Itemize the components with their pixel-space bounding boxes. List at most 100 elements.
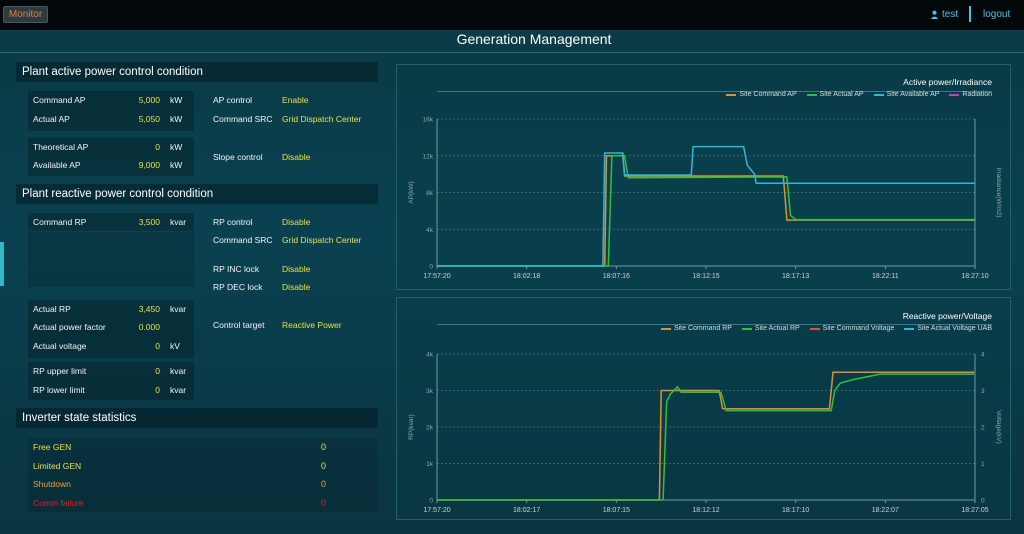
- series-line: [437, 373, 975, 501]
- y2-axis-label: Voltage(kV): [995, 410, 1002, 444]
- y-tick-label: 4k: [426, 352, 434, 359]
- y-tick-label: 3k: [426, 388, 434, 395]
- series-line: [437, 145, 975, 267]
- control-target-label: Control target: [213, 320, 265, 330]
- y-tick-label: 16k: [423, 117, 434, 124]
- rp-command-box: [28, 213, 194, 231]
- y2-tick-label: 4: [981, 352, 985, 359]
- legend-item[interactable]: Site Command AP: [726, 91, 797, 98]
- legend-label: Radiation: [962, 91, 992, 98]
- rp-empty-box: [28, 232, 194, 287]
- legend-swatch: [726, 93, 737, 96]
- actual-rp-value: 3,450: [138, 304, 160, 314]
- legend-label: Site Available AP: [886, 91, 940, 98]
- active-power-chart: 0 4k 8k 12k 16k 17:57:20 18:02:18 18:07:16 18:12…: [408, 117, 1002, 281]
- ap-command-src-value: Grid Dispatch Center: [282, 114, 362, 124]
- x-tick-label: 17:57:20: [423, 507, 450, 514]
- x-tick-label: 18:07:16: [603, 273, 630, 280]
- actual-ap-unit: kW: [170, 114, 183, 124]
- shutdown-label: Shutdown: [33, 479, 71, 489]
- comm-failure-label: Comm failure: [33, 498, 84, 508]
- actual-rp-unit: kvar: [170, 304, 187, 314]
- rp-box: [28, 300, 194, 358]
- slope-control-label: Slope control: [213, 152, 263, 162]
- rp-inc-lock-value: Disable: [282, 264, 311, 274]
- actual-ap-label: Actual AP: [33, 114, 70, 124]
- user-icon: [930, 10, 939, 19]
- command-rp-label: Command RP: [33, 217, 87, 227]
- ap-command-src-label: Command SRC: [213, 114, 273, 124]
- monitor-button[interactable]: Monitor: [3, 6, 48, 23]
- available-ap-label: Available AP: [33, 160, 81, 170]
- side-panel-toggle[interactable]: [0, 242, 4, 286]
- chart-title: Active power/Irradiance: [903, 77, 992, 87]
- actual-rp-label: Actual RP: [33, 304, 71, 314]
- chart-legend: Site Command RP Site Actual RP Site Comm…: [660, 325, 992, 332]
- command-rp-unit: kvar: [170, 217, 187, 227]
- inverter-box: [28, 438, 378, 512]
- y-tick-label: 2k: [426, 425, 434, 432]
- command-ap-label: Command AP: [33, 95, 86, 105]
- legend-swatch: [741, 327, 752, 330]
- legend-item[interactable]: Site Command Voltage: [809, 325, 895, 332]
- reactive-power-section-title: Plant reactive power control condition: [16, 184, 378, 204]
- legend-swatch: [809, 327, 820, 330]
- legend-item[interactable]: Site Available AP: [873, 91, 940, 98]
- rp-box: [28, 362, 194, 400]
- ap-control-label: AP control: [213, 95, 253, 105]
- legend-label: Site Actual RP: [754, 325, 800, 332]
- legend-swatch: [660, 327, 671, 330]
- legend-item[interactable]: Site Actual AP: [806, 91, 864, 98]
- x-tick-label: 17:57:20: [423, 273, 450, 280]
- y2-tick-label: 0: [981, 498, 985, 505]
- legend-item[interactable]: Site Actual Voltage UAB: [904, 325, 992, 332]
- rp-dec-lock-value: Disable: [282, 282, 311, 292]
- reactive-power-panel: Reactive power/Voltage Site Command RP S…: [396, 297, 1011, 520]
- logout-link[interactable]: logout: [983, 9, 1011, 20]
- rp-control-label: RP control: [213, 217, 253, 227]
- x-tick-label: 18:12:12: [692, 507, 719, 514]
- x-tick-label: 18:02:18: [513, 273, 540, 280]
- rp-control-value: Disable: [282, 217, 311, 227]
- y-tick-label: 4k: [426, 227, 434, 234]
- user-menu[interactable]: test: [930, 9, 958, 20]
- ap-control-value: Enable: [282, 95, 309, 105]
- x-tick-label: 18:22:07: [872, 507, 899, 514]
- command-rp-value: 3,500: [138, 217, 160, 227]
- x-tick-label: 18:07:15: [603, 507, 630, 514]
- y2-tick-label: 2: [981, 425, 985, 432]
- x-tick-label: 18:12:15: [692, 273, 719, 280]
- y2-axis-label: Irradiance(W/m2): [995, 167, 1002, 217]
- legend-swatch: [904, 327, 915, 330]
- y-tick-label: 0: [429, 498, 433, 505]
- limited-gen-value: 0: [321, 461, 327, 471]
- theoretical-ap-label: Theoretical AP: [33, 142, 89, 152]
- rp-lower-limit-label: RP lower limit: [33, 385, 85, 395]
- theoretical-ap-value: 0: [155, 142, 160, 152]
- shutdown-value: 0: [321, 479, 327, 489]
- rp-command-src-label: Command SRC: [213, 235, 273, 245]
- command-ap-value: 5,000: [138, 95, 160, 105]
- y2-tick-label: 3: [981, 388, 985, 395]
- free-gen-label: Free GEN: [33, 442, 72, 452]
- inverter-section-title: Inverter state statistics: [16, 408, 378, 428]
- theoretical-ap-unit: kW: [170, 142, 183, 152]
- actual-ap-value: 5,050: [138, 114, 160, 124]
- series-line: [437, 371, 975, 501]
- legend-item[interactable]: Site Actual RP: [741, 325, 800, 332]
- series-line: [437, 155, 975, 267]
- legend-label: Site Command AP: [739, 91, 797, 98]
- rp-lower-limit-unit: kvar: [170, 385, 187, 395]
- legend-item[interactable]: Site Command RP: [660, 325, 732, 332]
- x-tick-label: 18:27:05: [961, 507, 988, 514]
- available-ap-unit: kW: [170, 160, 183, 170]
- actual-voltage-label: Actual voltage: [33, 341, 87, 351]
- rp-upper-limit-value: 0: [155, 366, 160, 376]
- slope-control-value: Disable: [282, 152, 311, 162]
- legend-swatch: [873, 93, 884, 96]
- legend-label: Site Command Voltage: [822, 325, 895, 332]
- legend-item[interactable]: Radiation: [949, 91, 992, 98]
- free-gen-value: 0: [321, 442, 327, 452]
- title-underline: [437, 324, 992, 325]
- y-tick-label: 0: [429, 264, 433, 271]
